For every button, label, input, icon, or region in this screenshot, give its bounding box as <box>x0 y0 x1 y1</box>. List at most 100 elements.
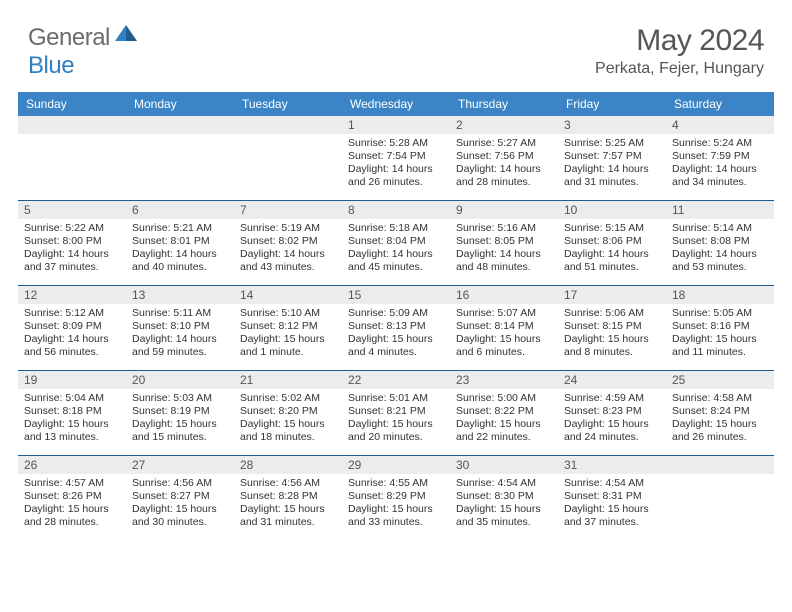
day-number: 19 <box>18 371 126 389</box>
day-number: 14 <box>234 286 342 304</box>
day-cell: 26Sunrise: 4:57 AMSunset: 8:26 PMDayligh… <box>18 456 126 540</box>
weekday-wednesday: Wednesday <box>342 92 450 116</box>
day-number: 20 <box>126 371 234 389</box>
week-row: 5Sunrise: 5:22 AMSunset: 8:00 PMDaylight… <box>18 201 774 286</box>
calendar: SundayMondayTuesdayWednesdayThursdayFrid… <box>0 86 792 540</box>
day-number: 31 <box>558 456 666 474</box>
day-number: 22 <box>342 371 450 389</box>
day-cell-empty <box>234 116 342 200</box>
day-details: Sunrise: 5:12 AMSunset: 8:09 PMDaylight:… <box>18 304 126 364</box>
day-cell: 18Sunrise: 5:05 AMSunset: 8:16 PMDayligh… <box>666 286 774 370</box>
day-cell: 8Sunrise: 5:18 AMSunset: 8:04 PMDaylight… <box>342 201 450 285</box>
day-details: Sunrise: 4:54 AMSunset: 8:30 PMDaylight:… <box>450 474 558 534</box>
location-text: Perkata, Fejer, Hungary <box>595 60 764 78</box>
day-details: Sunrise: 5:04 AMSunset: 8:18 PMDaylight:… <box>18 389 126 449</box>
day-number: 5 <box>18 201 126 219</box>
day-cell: 1Sunrise: 5:28 AMSunset: 7:54 PMDaylight… <box>342 116 450 200</box>
day-number: 13 <box>126 286 234 304</box>
day-details: Sunrise: 4:55 AMSunset: 8:29 PMDaylight:… <box>342 474 450 534</box>
month-title: May 2024 <box>595 24 764 58</box>
day-cell: 25Sunrise: 4:58 AMSunset: 8:24 PMDayligh… <box>666 371 774 455</box>
day-details: Sunrise: 5:05 AMSunset: 8:16 PMDaylight:… <box>666 304 774 364</box>
day-details: Sunrise: 5:16 AMSunset: 8:05 PMDaylight:… <box>450 219 558 279</box>
week-row: 12Sunrise: 5:12 AMSunset: 8:09 PMDayligh… <box>18 286 774 371</box>
day-cell: 16Sunrise: 5:07 AMSunset: 8:14 PMDayligh… <box>450 286 558 370</box>
day-cell: 4Sunrise: 5:24 AMSunset: 7:59 PMDaylight… <box>666 116 774 200</box>
day-details: Sunrise: 4:59 AMSunset: 8:23 PMDaylight:… <box>558 389 666 449</box>
day-number: 12 <box>18 286 126 304</box>
day-number: 17 <box>558 286 666 304</box>
day-cell: 27Sunrise: 4:56 AMSunset: 8:27 PMDayligh… <box>126 456 234 540</box>
day-details: Sunrise: 4:56 AMSunset: 8:28 PMDaylight:… <box>234 474 342 534</box>
day-details: Sunrise: 5:28 AMSunset: 7:54 PMDaylight:… <box>342 134 450 194</box>
weekday-sunday: Sunday <box>18 92 126 116</box>
day-details: Sunrise: 5:15 AMSunset: 8:06 PMDaylight:… <box>558 219 666 279</box>
logo-text-blue: Blue <box>28 52 74 79</box>
day-cell: 15Sunrise: 5:09 AMSunset: 8:13 PMDayligh… <box>342 286 450 370</box>
day-number: 16 <box>450 286 558 304</box>
day-details: Sunrise: 5:19 AMSunset: 8:02 PMDaylight:… <box>234 219 342 279</box>
day-cell: 31Sunrise: 4:54 AMSunset: 8:31 PMDayligh… <box>558 456 666 540</box>
weekday-tuesday: Tuesday <box>234 92 342 116</box>
day-cell: 14Sunrise: 5:10 AMSunset: 8:12 PMDayligh… <box>234 286 342 370</box>
day-details: Sunrise: 5:27 AMSunset: 7:56 PMDaylight:… <box>450 134 558 194</box>
day-number: 11 <box>666 201 774 219</box>
day-cell: 2Sunrise: 5:27 AMSunset: 7:56 PMDaylight… <box>450 116 558 200</box>
day-cell: 3Sunrise: 5:25 AMSunset: 7:57 PMDaylight… <box>558 116 666 200</box>
day-details: Sunrise: 5:02 AMSunset: 8:20 PMDaylight:… <box>234 389 342 449</box>
day-details: Sunrise: 5:24 AMSunset: 7:59 PMDaylight:… <box>666 134 774 194</box>
day-cell: 13Sunrise: 5:11 AMSunset: 8:10 PMDayligh… <box>126 286 234 370</box>
day-details: Sunrise: 5:01 AMSunset: 8:21 PMDaylight:… <box>342 389 450 449</box>
day-details: Sunrise: 4:54 AMSunset: 8:31 PMDaylight:… <box>558 474 666 534</box>
day-number: 23 <box>450 371 558 389</box>
weekday-friday: Friday <box>558 92 666 116</box>
day-number: 25 <box>666 371 774 389</box>
logo-triangle-icon <box>115 25 137 46</box>
day-number: 27 <box>126 456 234 474</box>
day-cell: 19Sunrise: 5:04 AMSunset: 8:18 PMDayligh… <box>18 371 126 455</box>
day-cell-empty <box>18 116 126 200</box>
day-cell: 20Sunrise: 5:03 AMSunset: 8:19 PMDayligh… <box>126 371 234 455</box>
day-number: 8 <box>342 201 450 219</box>
day-details: Sunrise: 4:56 AMSunset: 8:27 PMDaylight:… <box>126 474 234 534</box>
day-number: 29 <box>342 456 450 474</box>
day-cell-empty <box>666 456 774 540</box>
logo-blue-wrap: Blue <box>28 52 74 80</box>
day-number: 28 <box>234 456 342 474</box>
day-cell: 11Sunrise: 5:14 AMSunset: 8:08 PMDayligh… <box>666 201 774 285</box>
logo: General <box>28 24 139 52</box>
day-number: 6 <box>126 201 234 219</box>
day-number: 1 <box>342 116 450 134</box>
day-cell: 12Sunrise: 5:12 AMSunset: 8:09 PMDayligh… <box>18 286 126 370</box>
day-details: Sunrise: 5:09 AMSunset: 8:13 PMDaylight:… <box>342 304 450 364</box>
day-number: 21 <box>234 371 342 389</box>
day-details: Sunrise: 5:18 AMSunset: 8:04 PMDaylight:… <box>342 219 450 279</box>
day-number: 2 <box>450 116 558 134</box>
day-number: 10 <box>558 201 666 219</box>
day-cell: 30Sunrise: 4:54 AMSunset: 8:30 PMDayligh… <box>450 456 558 540</box>
day-cell: 6Sunrise: 5:21 AMSunset: 8:01 PMDaylight… <box>126 201 234 285</box>
day-number <box>126 116 234 134</box>
day-number: 26 <box>18 456 126 474</box>
week-row: 19Sunrise: 5:04 AMSunset: 8:18 PMDayligh… <box>18 371 774 456</box>
day-cell: 10Sunrise: 5:15 AMSunset: 8:06 PMDayligh… <box>558 201 666 285</box>
day-number: 15 <box>342 286 450 304</box>
day-details: Sunrise: 5:10 AMSunset: 8:12 PMDaylight:… <box>234 304 342 364</box>
day-details: Sunrise: 5:03 AMSunset: 8:19 PMDaylight:… <box>126 389 234 449</box>
weekday-header-row: SundayMondayTuesdayWednesdayThursdayFrid… <box>18 92 774 116</box>
day-number: 24 <box>558 371 666 389</box>
day-number <box>234 116 342 134</box>
day-details: Sunrise: 5:21 AMSunset: 8:01 PMDaylight:… <box>126 219 234 279</box>
day-details: Sunrise: 5:14 AMSunset: 8:08 PMDaylight:… <box>666 219 774 279</box>
day-cell: 28Sunrise: 4:56 AMSunset: 8:28 PMDayligh… <box>234 456 342 540</box>
day-number: 9 <box>450 201 558 219</box>
week-row: 26Sunrise: 4:57 AMSunset: 8:26 PMDayligh… <box>18 456 774 540</box>
day-cell: 17Sunrise: 5:06 AMSunset: 8:15 PMDayligh… <box>558 286 666 370</box>
day-details: Sunrise: 5:11 AMSunset: 8:10 PMDaylight:… <box>126 304 234 364</box>
day-details: Sunrise: 4:57 AMSunset: 8:26 PMDaylight:… <box>18 474 126 534</box>
day-cell: 7Sunrise: 5:19 AMSunset: 8:02 PMDaylight… <box>234 201 342 285</box>
weekday-monday: Monday <box>126 92 234 116</box>
weekday-thursday: Thursday <box>450 92 558 116</box>
day-details: Sunrise: 4:58 AMSunset: 8:24 PMDaylight:… <box>666 389 774 449</box>
day-cell: 21Sunrise: 5:02 AMSunset: 8:20 PMDayligh… <box>234 371 342 455</box>
